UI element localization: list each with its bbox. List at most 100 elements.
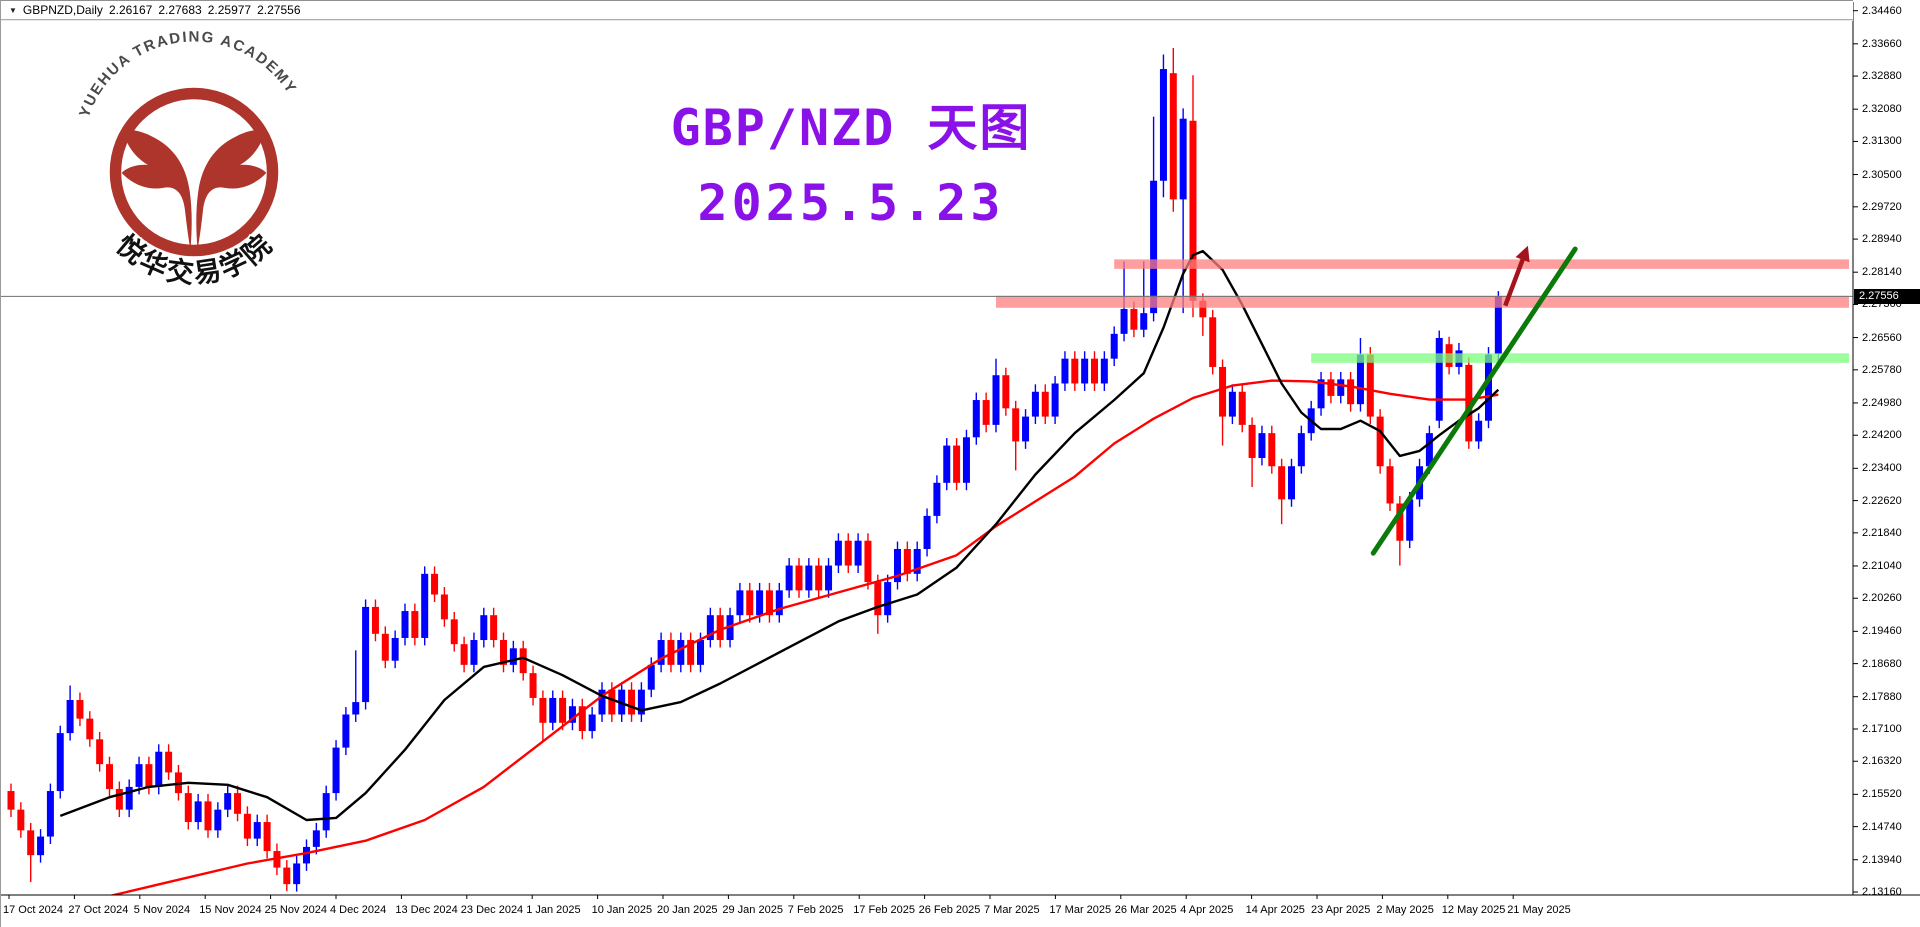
price-axis-label: 2.28140 — [1862, 266, 1902, 279]
candle-down — [1071, 358, 1079, 384]
time-axis-label: 2 May 2025 — [1376, 904, 1434, 916]
candle-down — [1327, 379, 1335, 396]
ma-slow-red-line — [108, 379, 1499, 895]
price-axis-label: 2.15520 — [1862, 788, 1902, 801]
candle-up — [1022, 416, 1030, 442]
trendline-up[interactable] — [1370, 246, 1578, 556]
candle-down — [96, 739, 104, 765]
time-axis-label: 4 Dec 2024 — [330, 904, 387, 916]
candle-up — [1100, 358, 1108, 384]
candle-up — [1140, 313, 1148, 330]
candle-up — [1494, 296, 1502, 354]
time-axis-label: 4 Apr 2025 — [1180, 904, 1234, 916]
time-axis-label: 5 Nov 2024 — [133, 904, 191, 916]
candle-down — [1396, 503, 1404, 541]
candle-down — [243, 813, 251, 839]
candle-down — [864, 540, 872, 583]
candle-down — [559, 697, 567, 723]
logo-tulip-icon — [121, 129, 267, 250]
candle-up — [253, 822, 261, 839]
candle-down — [1209, 317, 1217, 367]
annotation-title-date: 2025.5.23 — [697, 174, 1005, 232]
candle-up — [962, 437, 970, 483]
candle-down — [1091, 358, 1098, 384]
candle-down — [431, 573, 439, 595]
candle-up — [480, 615, 488, 641]
price-axis-label: 2.14740 — [1862, 820, 1902, 833]
plot-area[interactable] — [1, 47, 1853, 919]
price-axis-label: 2.31300 — [1862, 135, 1902, 148]
candle-up — [894, 548, 901, 583]
candle-up — [1031, 391, 1039, 417]
candle-up — [352, 702, 360, 715]
candle-up — [1179, 118, 1187, 200]
candle-up — [775, 590, 783, 616]
candle-down — [608, 689, 616, 715]
ohlc-open: 2.26167 — [108, 3, 153, 17]
time-axis-label: 13 Dec 2024 — [395, 904, 458, 916]
candle-up — [125, 786, 133, 810]
candle-up — [1356, 354, 1364, 405]
time-axis-label: 14 Apr 2025 — [1245, 904, 1305, 916]
current-price-tag: 2.27556 — [1854, 289, 1920, 305]
candle-up — [135, 764, 143, 787]
candle-up — [677, 640, 685, 665]
time-axis-label: 1 Jan 2025 — [526, 904, 581, 916]
candle-down — [17, 809, 25, 831]
candle-down — [283, 867, 291, 885]
candle-up — [224, 793, 232, 810]
price-axis-label: 2.17880 — [1862, 690, 1902, 703]
arrow-shaft — [1503, 253, 1527, 307]
ma-fast-black-line — [59, 249, 1500, 822]
logo-arc-text-en: YUEHUA TRADING ACADEMY — [76, 28, 298, 119]
time-axis-label: 27 Oct 2024 — [68, 904, 129, 916]
candle-up — [598, 689, 606, 715]
price-axis-label: 2.33660 — [1862, 37, 1902, 50]
candle-up — [1297, 433, 1305, 467]
svg-text:YUEHUA TRADING ACADEMY: YUEHUA TRADING ACADEMY — [76, 28, 300, 119]
price-axis-label: 2.18680 — [1862, 657, 1902, 670]
candle-up — [1288, 466, 1295, 500]
candle-down — [716, 615, 724, 641]
yuehua-academy-logo: YUEHUA TRADING ACADEMY 悦华交易学院 — [29, 22, 359, 327]
candle-down — [953, 445, 961, 483]
candle-down — [115, 788, 123, 810]
candle-up — [834, 540, 842, 566]
candle-up — [992, 375, 1000, 425]
candle-down — [204, 801, 212, 831]
price-axis-label: 2.16320 — [1862, 755, 1902, 768]
candle-up — [706, 615, 714, 641]
chart-ohlc-bar: ▼ GBPNZD,Daily 2.26167 2.27683 2.25977 2… — [1, 0, 1853, 20]
candle-up — [756, 590, 764, 616]
ohlc-close: 2.27556 — [257, 3, 301, 17]
candle-up — [647, 664, 655, 690]
candle-up — [194, 801, 202, 823]
candle-down — [519, 648, 527, 674]
candle-up — [1475, 420, 1483, 442]
price-axis-label: 2.13160 — [1862, 886, 1902, 898]
candle-up — [293, 863, 301, 885]
candle-down — [27, 830, 35, 856]
candle-down — [450, 619, 458, 645]
candle-down — [1189, 120, 1197, 301]
candle-down — [184, 793, 192, 823]
price-axis-label: 2.25780 — [1862, 363, 1902, 376]
candle-up — [913, 548, 921, 574]
time-axis-label: 10 Jan 2025 — [591, 904, 653, 916]
candle-down — [874, 582, 882, 616]
time-axis-label: 7 Feb 2025 — [787, 904, 844, 916]
time-axis-label: 29 Jan 2025 — [722, 904, 783, 916]
candle-down — [844, 540, 852, 566]
candle-up — [825, 565, 833, 591]
candle-down — [86, 718, 94, 740]
symbol-dropdown-icon[interactable]: ▼ — [9, 5, 17, 15]
price-axis-label: 2.29720 — [1862, 200, 1902, 213]
zone-support-green — [1311, 353, 1849, 363]
time-axis-label: 17 Feb 2025 — [853, 904, 915, 916]
candle-down — [106, 764, 113, 789]
candle-down — [440, 594, 448, 620]
candle-down — [667, 640, 675, 665]
candle-down — [982, 400, 990, 425]
